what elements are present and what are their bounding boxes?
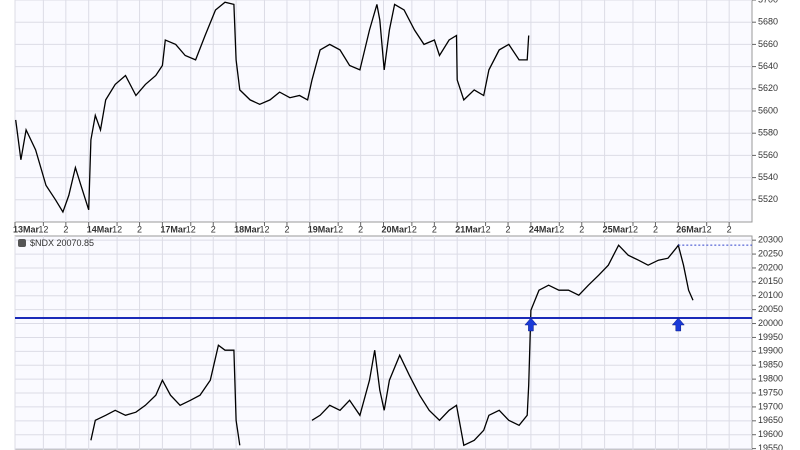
y-tick-label: 19700	[758, 401, 783, 411]
y-tick-label: 19850	[758, 360, 783, 370]
x-tick-label: 2	[358, 224, 363, 234]
y-tick-label: 5560	[758, 150, 778, 160]
x-tick-label: 2	[63, 224, 68, 234]
x-tick-label: 12	[702, 224, 712, 234]
x-tick-label: 21Mar	[455, 224, 482, 234]
y-tick-label: 5580	[758, 128, 778, 138]
y-tick-label: 19800	[758, 374, 783, 384]
plot-area	[90, 243, 694, 447]
x-tick-label: 2	[211, 224, 216, 234]
x-tick-label: 14Mar	[87, 224, 114, 234]
y-tick-label: 20000	[758, 318, 783, 328]
x-tick-label: 12	[481, 224, 491, 234]
x-tick-label: 12	[112, 224, 122, 234]
x-tick-label: 2	[432, 224, 437, 234]
y-tick-label: 20250	[758, 248, 783, 258]
x-tick-label: 12	[186, 224, 196, 234]
legend: $NDX 20070.85	[18, 238, 94, 248]
x-tick-label: 2	[727, 224, 732, 234]
plot-area	[15, 1, 530, 214]
y-tick-label: 5640	[758, 61, 778, 71]
x-tick-label: 12	[554, 224, 564, 234]
x-tick-label: 20Mar	[382, 224, 409, 234]
y-tick-label: 5540	[758, 172, 778, 182]
x-tick-label: 12	[628, 224, 638, 234]
price-line	[90, 243, 694, 447]
arrow-marker	[524, 317, 538, 332]
x-tick-label: 17Mar	[160, 224, 187, 234]
x-tick-label: 19Mar	[308, 224, 335, 234]
x-tick-label: 25Mar	[603, 224, 630, 234]
x-tick-label: 2	[653, 224, 658, 234]
x-tick-label: 12	[38, 224, 48, 234]
y-tick-label: 5680	[758, 17, 778, 27]
y-tick-label: 20200	[758, 262, 783, 272]
x-tick-label: 18Mar	[234, 224, 261, 234]
y-tick-label: 5620	[758, 83, 778, 93]
x-tick-label: 12	[333, 224, 343, 234]
x-tick-label: 2	[137, 224, 142, 234]
y-tick-label: 20150	[758, 276, 783, 286]
y-tick-label: 19550	[758, 443, 783, 450]
x-tick-label: 2	[579, 224, 584, 234]
y-tick-label: 20300	[758, 235, 783, 245]
y-tick-label: 19900	[758, 346, 783, 356]
y-tick-label: 20050	[758, 304, 783, 314]
y-tick-label: 19650	[758, 415, 783, 425]
y-tick-label: 19600	[758, 429, 783, 439]
y-tick-label: 19950	[758, 332, 783, 342]
x-tick-label: 24Mar	[529, 224, 556, 234]
arrow-marker	[671, 317, 685, 332]
legend-icon	[18, 239, 26, 247]
x-tick-label: 13Mar	[13, 224, 40, 234]
x-tick-label: 12	[407, 224, 417, 234]
legend-text: $NDX 20070.85	[30, 238, 94, 248]
y-tick-label: 19750	[758, 387, 783, 397]
y-tick-label: 5700	[758, 0, 778, 4]
y-tick-label: 5600	[758, 105, 778, 115]
x-tick-label: 12	[259, 224, 269, 234]
y-tick-label: 20100	[758, 290, 783, 300]
y-tick-label: 5660	[758, 39, 778, 49]
x-tick-label: 26Mar	[676, 224, 703, 234]
x-tick-label: 2	[284, 224, 289, 234]
y-tick-label: 5520	[758, 194, 778, 204]
x-tick-label: 2	[506, 224, 511, 234]
price-line	[15, 1, 530, 214]
